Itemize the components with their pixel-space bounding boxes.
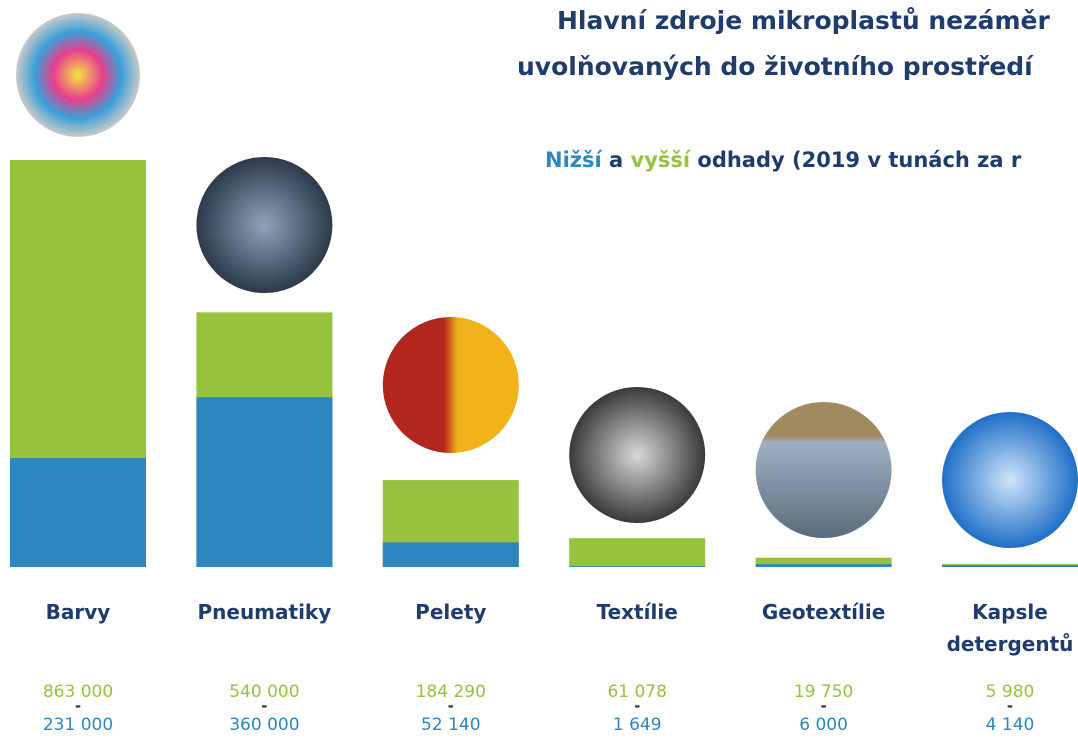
title-line: Hlavní zdroje mikroplastů nezáměr bbox=[557, 6, 1050, 35]
bar bbox=[569, 566, 705, 567]
bar bbox=[10, 458, 146, 567]
separator: - bbox=[754, 697, 894, 715]
legend-low: Nižší bbox=[545, 148, 602, 172]
photo bbox=[569, 387, 705, 523]
bar bbox=[756, 564, 892, 567]
value-label: 1 649 bbox=[567, 715, 707, 735]
bar bbox=[942, 565, 1078, 567]
photo bbox=[16, 13, 140, 137]
photo bbox=[383, 317, 519, 453]
photo bbox=[756, 402, 892, 538]
separator: - bbox=[567, 697, 707, 715]
subtitle: Nižší a vyšší odhady (2019 v tunách za r bbox=[545, 148, 1021, 172]
category-label: Barvy bbox=[0, 596, 163, 628]
value-label: 6 000 bbox=[754, 715, 894, 735]
photo bbox=[196, 157, 332, 293]
category-label: Geotextílie bbox=[739, 596, 909, 628]
photo bbox=[942, 412, 1078, 548]
infographic: Hlavní zdroje mikroplastů nezáměr uvolňo… bbox=[0, 0, 1078, 738]
value-label: 52 140 bbox=[381, 715, 521, 735]
title-line: uvolňovaných do životního prostředí bbox=[517, 52, 1033, 81]
separator: - bbox=[8, 697, 148, 715]
category-label: Pneumatiky bbox=[179, 596, 349, 628]
bar bbox=[196, 397, 332, 567]
category-label: Kapsle detergentů bbox=[925, 596, 1078, 660]
subtitle-part: odhady (2019 v tunách za r bbox=[697, 148, 1021, 172]
value-label: 231 000 bbox=[8, 715, 148, 735]
legend-high: vyšší bbox=[631, 148, 691, 172]
bar bbox=[383, 542, 519, 567]
bar bbox=[569, 538, 705, 567]
value-label: 4 140 bbox=[940, 715, 1078, 735]
category-label: Textílie bbox=[552, 596, 722, 628]
separator: - bbox=[194, 697, 334, 715]
subtitle-part: a bbox=[609, 148, 623, 172]
separator: - bbox=[940, 697, 1078, 715]
separator: - bbox=[381, 697, 521, 715]
category-label: Pelety bbox=[366, 596, 536, 628]
value-label: 360 000 bbox=[194, 715, 334, 735]
